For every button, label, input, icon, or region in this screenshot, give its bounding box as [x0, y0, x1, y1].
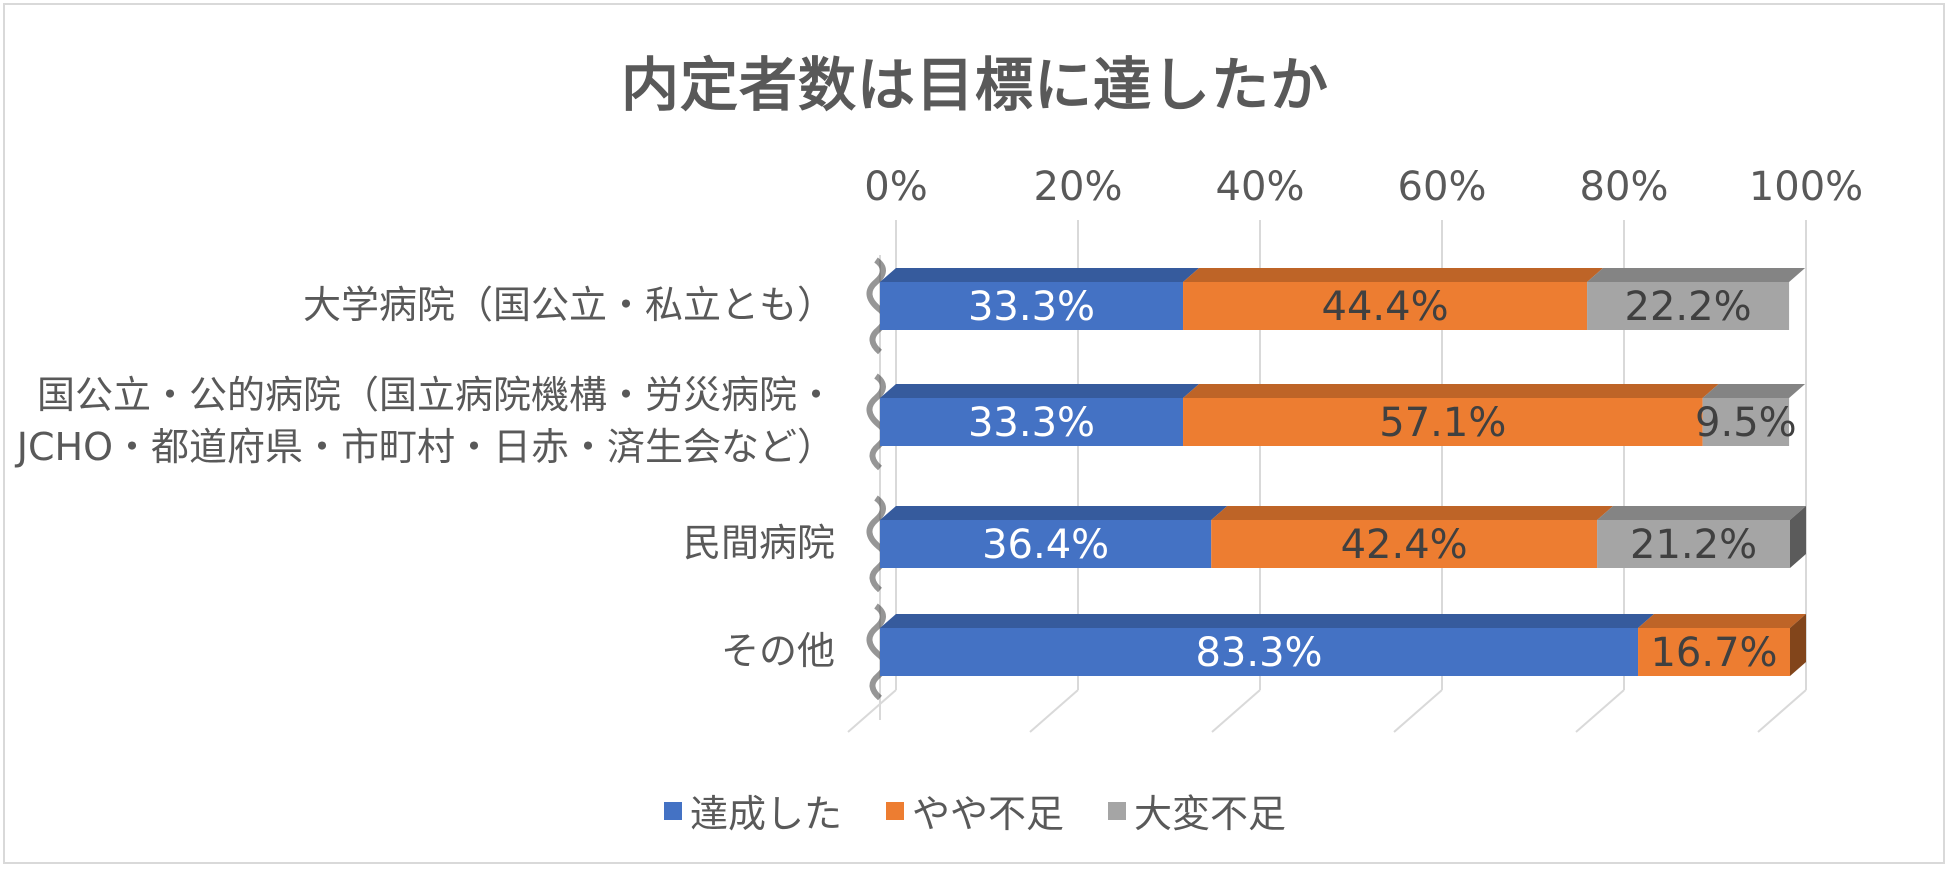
bar-segment-top: [1211, 506, 1614, 520]
data-label: 57.1%: [1379, 400, 1506, 446]
category-label: その他: [721, 629, 835, 673]
data-label: 42.4%: [1341, 522, 1468, 568]
bar-segment-top: [1638, 614, 1806, 628]
x-tick-label: 100%: [1749, 164, 1863, 210]
data-label: 36.4%: [982, 522, 1109, 568]
axis-break-mark: [866, 373, 888, 471]
legend-item-tassei[interactable]: 達成した: [663, 783, 842, 838]
bar-segment-top: [1702, 384, 1806, 398]
data-label: 21.2%: [1630, 522, 1757, 568]
bar-segment-top: [880, 384, 1200, 398]
bar-segment-top: [880, 268, 1200, 282]
axis-break-mark: [866, 257, 888, 355]
bar-segment-top: [880, 506, 1228, 520]
bar-segment: [1587, 282, 1790, 330]
bar-segment-top: [880, 614, 1655, 628]
legend-swatch-tassei: [663, 801, 682, 820]
bar-segment: [1638, 628, 1790, 676]
x-tick-label: 20%: [1034, 164, 1123, 210]
legend-swatch-taihen-fusoku: [1108, 801, 1126, 820]
legend-label-taihen-fusoku: 大変不足: [1134, 792, 1287, 836]
legend-item-taihen-fusoku[interactable]: 大変不足: [1108, 783, 1286, 838]
category-label: 国公立・公的病院（国立病院機構・労災病院・: [37, 373, 835, 417]
bar-segment: [880, 520, 1212, 568]
bar-segment-top: [1597, 506, 1806, 520]
data-label: 22.2%: [1625, 284, 1752, 330]
data-label: 33.3%: [968, 400, 1095, 446]
x-tick-label: 60%: [1398, 164, 1487, 210]
axis-break-mark: [866, 495, 888, 593]
gridline-floor: [847, 689, 897, 733]
x-tick-label: 0%: [864, 164, 927, 210]
chart-title: 内定者数は目標に達したか: [620, 51, 1329, 119]
bar-segment: [1702, 398, 1790, 446]
data-label: 33.3%: [968, 284, 1095, 330]
legend-label-tassei: 達成した: [689, 792, 842, 836]
data-label: 16.7%: [1650, 630, 1777, 676]
bar-segment-top: [1587, 268, 1806, 282]
axis-break-mark: [866, 603, 888, 701]
category-label: 大学病院（国公立・私立とも）: [303, 283, 835, 327]
legend-label-yaya-fusoku: やや不足: [911, 792, 1064, 836]
gridline-floor: [1393, 689, 1443, 733]
legend-swatch-yaya-fusoku: [885, 801, 904, 820]
data-label: 83.3%: [1195, 630, 1322, 676]
bar-segment: [1211, 520, 1598, 568]
x-tick-label: 40%: [1216, 164, 1305, 210]
gridline-floor: [1757, 689, 1807, 733]
gridline-floor: [1575, 689, 1625, 733]
data-label: 44.4%: [1322, 284, 1449, 330]
gridline-floor: [1211, 689, 1261, 733]
x-tick-label: 80%: [1580, 164, 1669, 210]
bar-segment: [1597, 520, 1790, 568]
category-label: JCHO・都道府県・市町村・日赤・済生会など）: [15, 425, 835, 469]
bar-segment: [880, 628, 1639, 676]
bar-segment: [880, 282, 1184, 330]
category-label: 民間病院: [683, 521, 835, 565]
bar-segment: [880, 398, 1184, 446]
legend-item-yaya-fusoku[interactable]: やや不足: [885, 783, 1064, 838]
bar-segment-top: [1183, 268, 1604, 282]
gridline-floor: [1029, 689, 1079, 733]
bar-segment-side: [1790, 506, 1806, 568]
data-label: 9.5%: [1695, 400, 1797, 446]
bar-segment: [1183, 398, 1703, 446]
bar-segment-side: [1790, 614, 1806, 676]
chart-legend: 達成した やや不足 大変不足: [0, 783, 1950, 838]
bar-segment-top: [1183, 384, 1719, 398]
bar-segment: [1183, 282, 1588, 330]
